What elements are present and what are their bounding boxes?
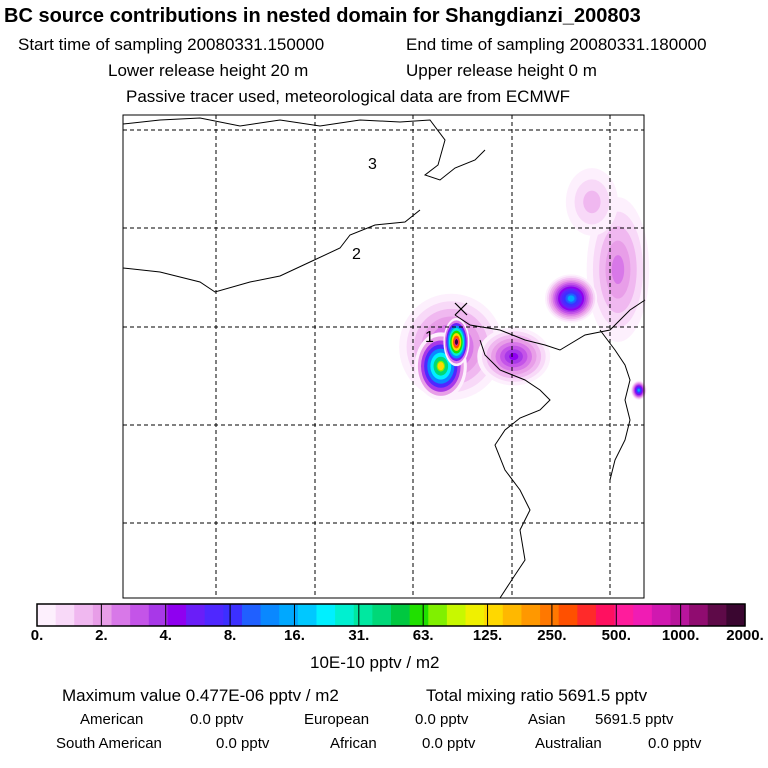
- coastline-southeast: [599, 329, 631, 481]
- colorbar-cell: [428, 604, 448, 626]
- colorbar-cell: [92, 604, 113, 626]
- colorbar-cell: [111, 604, 131, 626]
- plume-core: [437, 362, 444, 371]
- colorbar-cell: [577, 604, 597, 626]
- plume-layer: [399, 168, 650, 400]
- total-mixing-label: Total mixing ratio 5691.5 pptv: [426, 686, 648, 705]
- chart-title: BC source contributions in nested domain…: [4, 5, 641, 27]
- receptor-marker: [454, 302, 468, 316]
- colorbar-cell: [540, 604, 560, 626]
- colorbar-cell: [689, 604, 709, 626]
- region-south-american-name: South American: [56, 735, 162, 752]
- coastline: [122, 117, 646, 599]
- colorbar-cell: [409, 604, 429, 626]
- region-american-value: 0.0 pptv: [190, 711, 244, 728]
- colorbar-dividers: [100, 604, 682, 626]
- region-australian-name: Australian: [535, 735, 602, 752]
- colorbar-cell: [204, 604, 224, 626]
- colorbar-cell: [651, 604, 672, 626]
- coastline-north: [122, 117, 486, 181]
- colorbar-cell: [614, 604, 634, 626]
- colorbar-cell: [130, 604, 150, 626]
- colorbar-cells: [37, 604, 746, 626]
- start-time-label: Start time of sampling 20080331.150000: [18, 35, 325, 54]
- colorbar-cell: [223, 604, 243, 626]
- region-american-name: American: [80, 711, 144, 728]
- colorbar-cell: [707, 604, 727, 626]
- colorbar-cell: [186, 604, 206, 626]
- colorbar-tick-label: 0.: [30, 627, 44, 644]
- colorbar-cell: [670, 604, 690, 626]
- region-asian-name: Asian: [528, 711, 566, 728]
- colorbar-cell: [37, 604, 57, 626]
- colorbar-cell: [316, 604, 336, 626]
- lower-release-label: Lower release height 20 m: [108, 61, 309, 80]
- map-frame: [122, 114, 645, 599]
- colorbar-cell: [521, 604, 541, 626]
- marker-3: 3: [368, 156, 377, 173]
- upper-release-label: Upper release height 0 m: [406, 61, 597, 80]
- colorbar-tick-label: 2000.: [726, 627, 764, 644]
- lat-lon-grid: [123, 115, 644, 598]
- region-european-name: European: [304, 711, 370, 728]
- colorbar-cell: [391, 604, 411, 626]
- max-value-label: Maximum value 0.477E-06 pptv / m2: [62, 686, 339, 705]
- receptor-cross-b: [454, 302, 468, 316]
- colorbar-cell: [372, 604, 392, 626]
- colorbar-tick-label: 16.: [284, 627, 305, 644]
- region-european-value: 0.0 pptv: [415, 711, 469, 728]
- tracer-note: Passive tracer used, meteorological data…: [126, 87, 571, 106]
- plume-core: [588, 197, 596, 206]
- colorbar-cell: [335, 604, 355, 626]
- colorbar-tick-label: 4.: [159, 627, 172, 644]
- colorbar-cell: [726, 604, 746, 626]
- end-time-label: End time of sampling 20080331.180000: [406, 35, 707, 54]
- marker-2: 2: [352, 246, 361, 263]
- colorbar-cell: [558, 604, 578, 626]
- colorbar-cell: [446, 604, 467, 626]
- region-south-american-value: 0.0 pptv: [216, 735, 270, 752]
- colorbar-tick-label: 8.: [223, 627, 237, 644]
- colorbar-tick-label: 63.: [412, 627, 434, 644]
- colorbar-tick-label: 1000.: [661, 627, 700, 644]
- colorbar-cell: [595, 604, 616, 626]
- colorbar-cell: [279, 604, 299, 626]
- coastline-south: [479, 339, 551, 599]
- colorbar-cell: [167, 604, 187, 626]
- marker-1: 1: [425, 329, 434, 346]
- plume-core: [567, 295, 575, 302]
- colorbar-tick-label: 125.: [472, 627, 503, 644]
- coastline-bay: [122, 209, 421, 293]
- plume-core: [637, 389, 640, 392]
- colorbar-tick-label: 500.: [601, 627, 631, 644]
- region-asian-value: 5691.5 pptv: [595, 711, 674, 728]
- colorbar-cell: [260, 604, 280, 626]
- region-african-value: 0.0 pptv: [422, 735, 476, 752]
- region-african-name: African: [330, 735, 377, 752]
- colorbar-unit-label: 10E-10 pptv / m2: [310, 653, 440, 672]
- colorbar-cell: [633, 604, 653, 626]
- colorbar-tick-label: 250.: [537, 627, 567, 644]
- colorbar-cell: [484, 604, 504, 626]
- colorbar-cell: [353, 604, 373, 626]
- plume-core: [614, 260, 622, 279]
- colorbar-cell: [297, 604, 318, 626]
- colorbar-tick-label: 2.: [95, 627, 108, 644]
- colorbar-cell: [465, 604, 485, 626]
- colorbar-cell: [148, 604, 169, 626]
- colorbar-cell: [74, 604, 94, 626]
- colorbar-tick-label: 31.: [348, 627, 370, 644]
- colorbar-cell: [55, 604, 75, 626]
- region-australian-value: 0.0 pptv: [648, 735, 702, 752]
- colorbar-frame: [36, 603, 746, 627]
- coastline-east: [454, 299, 646, 351]
- colorbar-cell: [241, 604, 262, 626]
- plume-core: [454, 339, 459, 345]
- colorbar-cell: [502, 604, 523, 626]
